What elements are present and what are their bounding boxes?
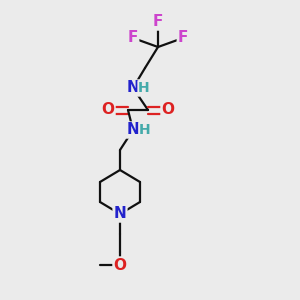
Text: F: F [128,31,138,46]
Text: N: N [127,122,140,137]
Text: F: F [153,14,163,29]
Text: O: O [113,257,127,272]
Text: O: O [101,103,115,118]
Text: O: O [161,103,175,118]
Text: H: H [139,123,151,137]
Text: H: H [138,81,150,95]
Text: N: N [127,80,140,95]
Text: N: N [114,206,126,221]
Text: F: F [178,31,188,46]
